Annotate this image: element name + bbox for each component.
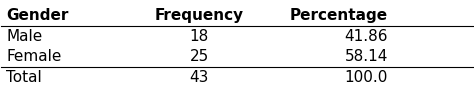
Text: 100.0: 100.0 [345, 70, 388, 85]
Text: 58.14: 58.14 [345, 49, 388, 64]
Text: 25: 25 [190, 49, 209, 64]
Text: 41.86: 41.86 [344, 29, 388, 44]
Text: Gender: Gender [6, 8, 68, 23]
Text: 18: 18 [190, 29, 209, 44]
Text: 43: 43 [190, 70, 209, 85]
Text: Male: Male [6, 29, 42, 44]
Text: Female: Female [6, 49, 62, 64]
Text: Percentage: Percentage [290, 8, 388, 23]
Text: Total: Total [6, 70, 42, 85]
Text: Frequency: Frequency [155, 8, 244, 23]
